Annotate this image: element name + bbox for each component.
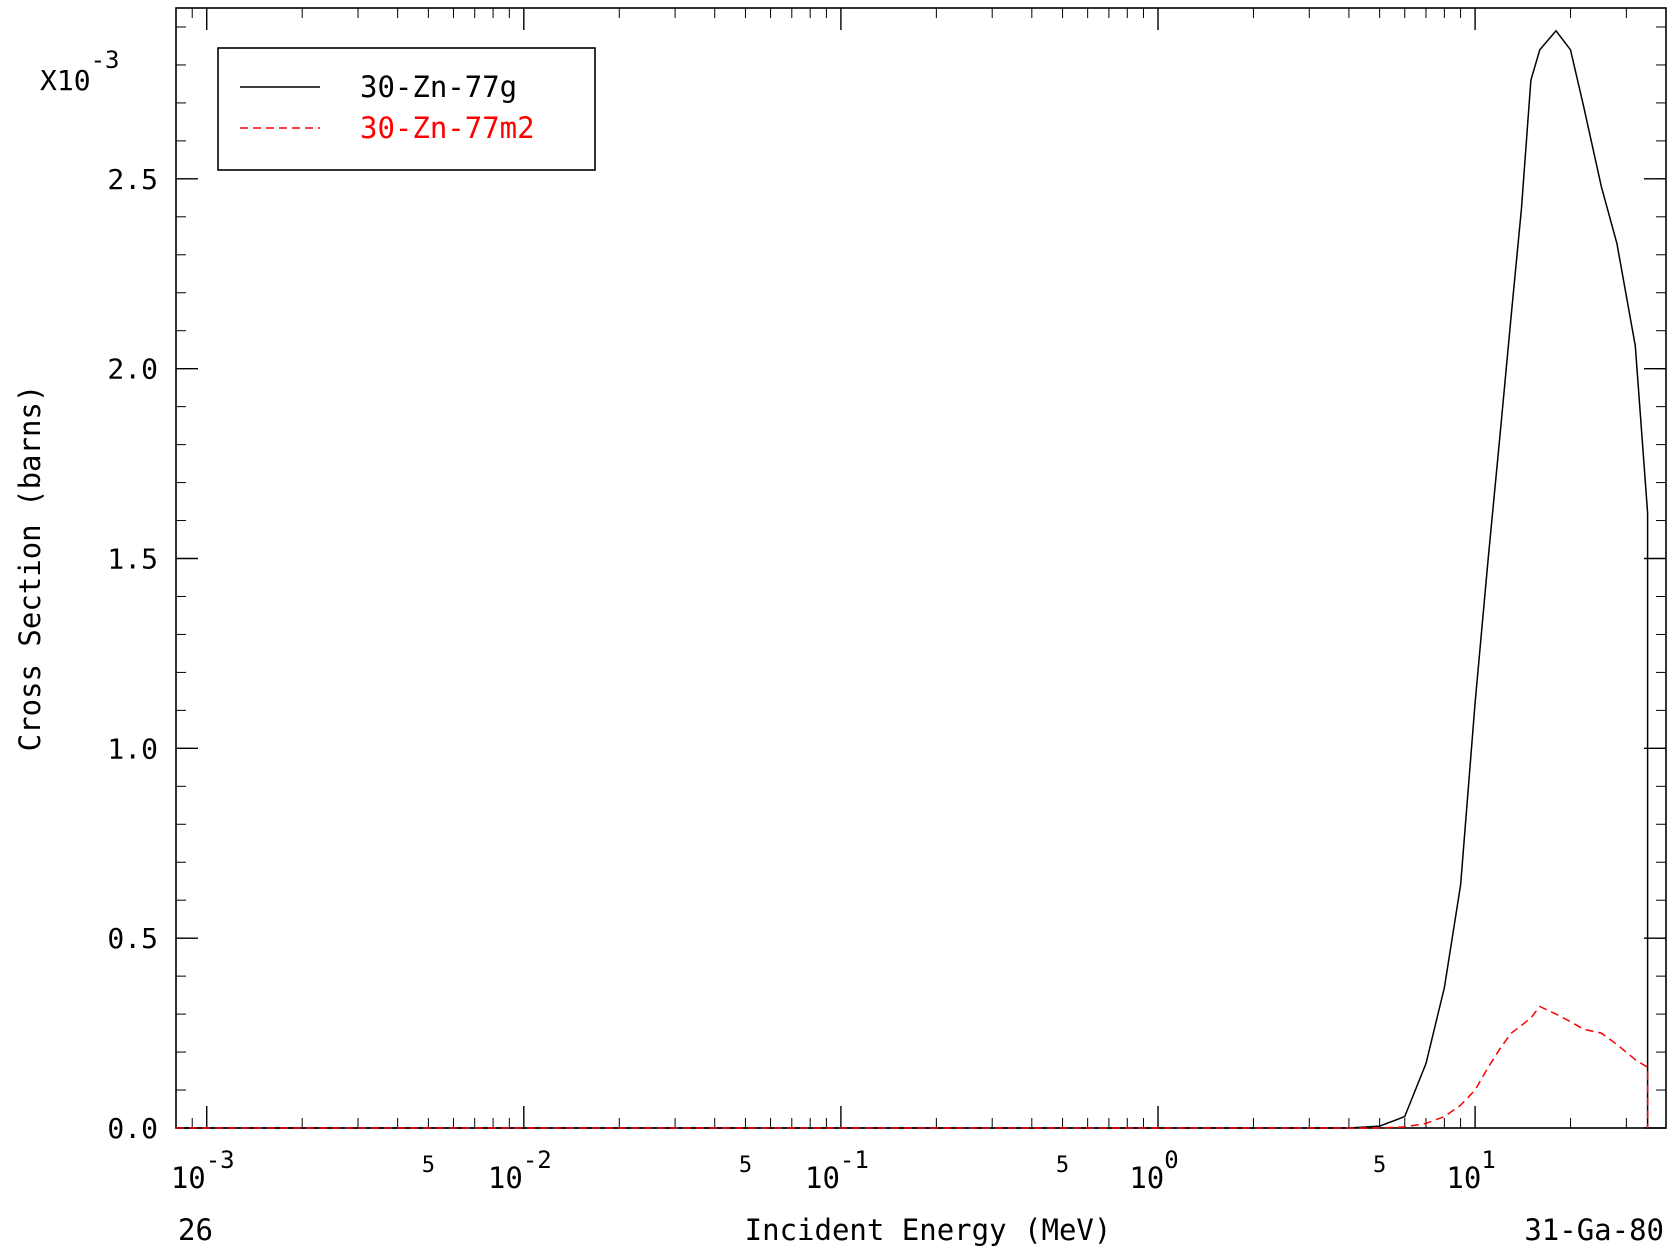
x-decade-label: 10-2 [488, 1146, 552, 1195]
x-minor-tick-label: 5 [1373, 1153, 1386, 1178]
corner-label-left: 26 [178, 1213, 213, 1247]
legend-label-series-1: 30-Zn-77g [360, 70, 517, 104]
y-tick-label: 0.5 [107, 922, 158, 955]
series-line-1 [176, 29, 1649, 1129]
y-tick-label: 0.0 [107, 1112, 158, 1145]
x-minor-tick-label: 5 [422, 1153, 435, 1178]
x-decade-label: 100 [1129, 1146, 1178, 1195]
series-line-2 [176, 1005, 1649, 1129]
y-multiplier-exponent: -3 [91, 46, 120, 74]
y-axis-label: Cross Section (barns) [13, 385, 47, 752]
x-axis-ticks: 5 5 5 5 10-3 10-2 10-1 100 101 [171, 8, 1667, 1195]
y-multiplier-base: X10 [40, 64, 91, 97]
series-group [176, 29, 1649, 1129]
x-decade-label: 101 [1446, 1146, 1495, 1195]
legend-label-series-2: 30-Zn-77m2 [360, 111, 535, 145]
x-decade-label: 10-3 [171, 1146, 235, 1195]
legend-box [217, 47, 596, 171]
corner-label-right: 31-Ga-80 [1524, 1213, 1664, 1247]
x-minor-tick-label: 5 [1056, 1153, 1069, 1178]
x-axis-label: Incident Energy (MeV) [745, 1213, 1112, 1247]
y-tick-label: 2.5 [107, 163, 158, 196]
y-axis-ticks: 0.0 0.5 1.0 1.5 2.0 2.5 [107, 26, 1666, 1145]
y-tick-label: 1.0 [107, 732, 158, 765]
y-tick-label: 1.5 [107, 543, 158, 576]
x-decade-label: 10-1 [805, 1146, 869, 1195]
plot-frame [175, 7, 1667, 1129]
y-multiplier: X10-3 [40, 46, 119, 97]
y-tick-label: 2.0 [107, 353, 158, 386]
x-minor-tick-label: 5 [739, 1153, 752, 1178]
legend: 30-Zn-77g 30-Zn-77m2 [217, 47, 596, 171]
